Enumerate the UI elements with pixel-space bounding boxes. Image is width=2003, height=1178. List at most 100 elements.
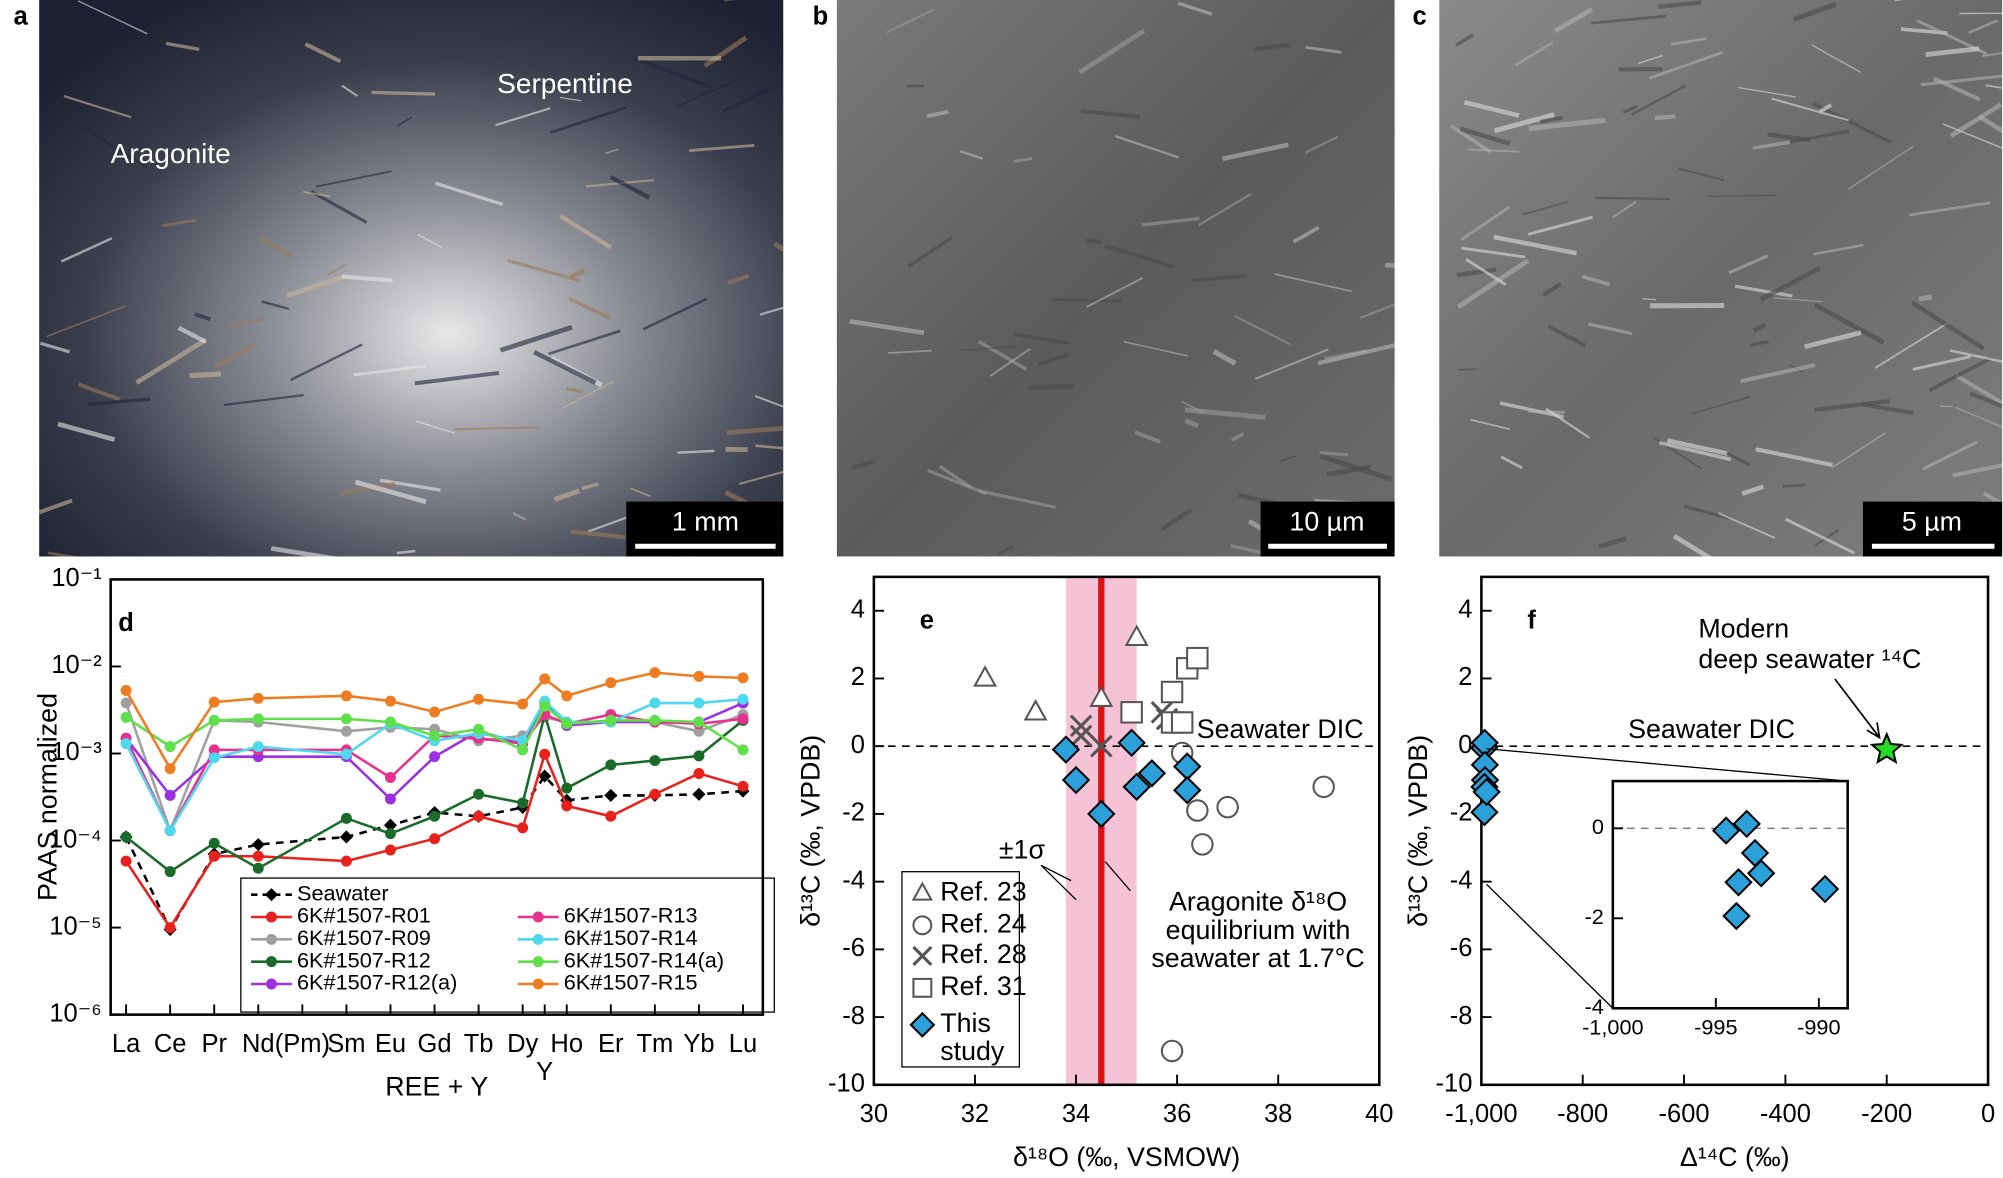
marker (517, 744, 529, 756)
plot-frame (1480, 575, 1990, 1087)
marker (339, 830, 353, 844)
texture-line (1141, 216, 1200, 227)
texture-line (1718, 512, 1776, 539)
texture-line (416, 420, 456, 434)
y-tick-label: 0 (1458, 731, 1472, 759)
legend-marker (912, 977, 933, 998)
panel-label: c (1412, 3, 1426, 31)
texture-line (721, 83, 780, 113)
equilibrium-note: equilibrium with (1166, 915, 1351, 945)
y-tick-label: -2 (1450, 799, 1473, 827)
marker (1722, 901, 1751, 931)
texture-line (1920, 74, 2003, 87)
texture-line (1547, 324, 1587, 348)
texture-line (958, 345, 1015, 352)
texture-line (1458, 368, 1477, 371)
y-tick-label: 0 (1592, 814, 1604, 839)
texture-line (852, 459, 874, 470)
marker (692, 787, 706, 801)
texture-line (1654, 114, 1676, 121)
marker (252, 713, 264, 725)
texture-line (1230, 432, 1245, 442)
texture-line (1181, 400, 1205, 414)
marker (1122, 772, 1151, 802)
texture-line (1587, 322, 1633, 336)
texture-line (548, 329, 621, 356)
y-tick-label: 10⁻² (51, 651, 102, 679)
texture-line (1642, 298, 1657, 301)
texture-line (1755, 447, 1833, 468)
texture-line (453, 426, 540, 431)
marker (1173, 752, 1202, 781)
texture-line (1831, 432, 1886, 469)
texture-line (1782, 483, 1806, 488)
y-tick-label: 2 (1458, 663, 1472, 691)
texture-line (907, 236, 953, 268)
texture-line (326, 263, 347, 276)
x-tick-label: -600 (1659, 1100, 1710, 1128)
marker (737, 693, 749, 705)
texture-line (1773, 297, 1823, 303)
legend-marker (264, 888, 279, 902)
texture-line (310, 190, 368, 224)
texture-line (1527, 215, 1593, 236)
marker (1090, 734, 1113, 758)
texture-line (1123, 341, 1189, 357)
texture-line (1666, 438, 1729, 456)
marker (561, 800, 573, 812)
legend-label: Ref. 23 (940, 876, 1026, 906)
texture-line (927, 468, 988, 496)
texture-line (1922, 440, 1978, 471)
scale-bar-label: 10 µm (1289, 506, 1364, 536)
texture-line (998, 545, 1014, 555)
marker (649, 755, 661, 767)
marker (120, 855, 132, 867)
texture-line (1813, 302, 1885, 345)
texture-line (1942, 123, 2003, 149)
marker (737, 713, 749, 725)
marker (429, 833, 441, 845)
marker (1051, 735, 1081, 764)
x-tick-label: -990 (1797, 1014, 1840, 1039)
marker (649, 667, 661, 679)
y-tick-label: 10⁻⁵ (49, 912, 101, 940)
legend-frame (240, 877, 775, 1013)
y-tick-label: -4 (1450, 866, 1473, 894)
texture-line (1160, 508, 1193, 531)
panel-label: b (813, 3, 829, 31)
texture-line (495, 107, 551, 127)
texture-line (1812, 243, 1864, 256)
y-tick-label: -10 (828, 1070, 865, 1098)
annotation-line (1104, 861, 1131, 892)
marker (340, 812, 352, 824)
x-axis-label: REE + Y (385, 1072, 488, 1102)
plot-frame (872, 575, 1381, 1087)
texture-line (1521, 201, 1568, 216)
texture-line (1591, 14, 1667, 25)
marker (1173, 776, 1202, 805)
marker (429, 810, 441, 822)
legend-label: 6K#1507-R14(a) (564, 947, 724, 972)
marker (539, 748, 551, 760)
legend-marker (532, 978, 544, 990)
texture-line (39, 341, 71, 354)
texture-line (1726, 451, 1751, 467)
texture-line (1977, 114, 2003, 134)
texture-line (1967, 19, 1998, 35)
texture-line (1954, 373, 2003, 405)
seawater-dic-label: Seawater DIC (1197, 714, 1364, 744)
marker (252, 862, 264, 874)
texture-line (1037, 352, 1070, 367)
texture-line (609, 175, 651, 200)
texture-line (1177, 1, 1213, 16)
photo-c (1439, 0, 2003, 557)
connector (1486, 748, 1848, 782)
marker (604, 788, 618, 802)
marker (693, 767, 705, 779)
y-tick-label: 4 (851, 595, 865, 623)
scale-bar-label: 1 mm (672, 506, 739, 536)
marker (473, 723, 485, 735)
texture-line (414, 370, 500, 386)
texture-line (1086, 276, 1144, 308)
texture-line (1115, 135, 1180, 159)
